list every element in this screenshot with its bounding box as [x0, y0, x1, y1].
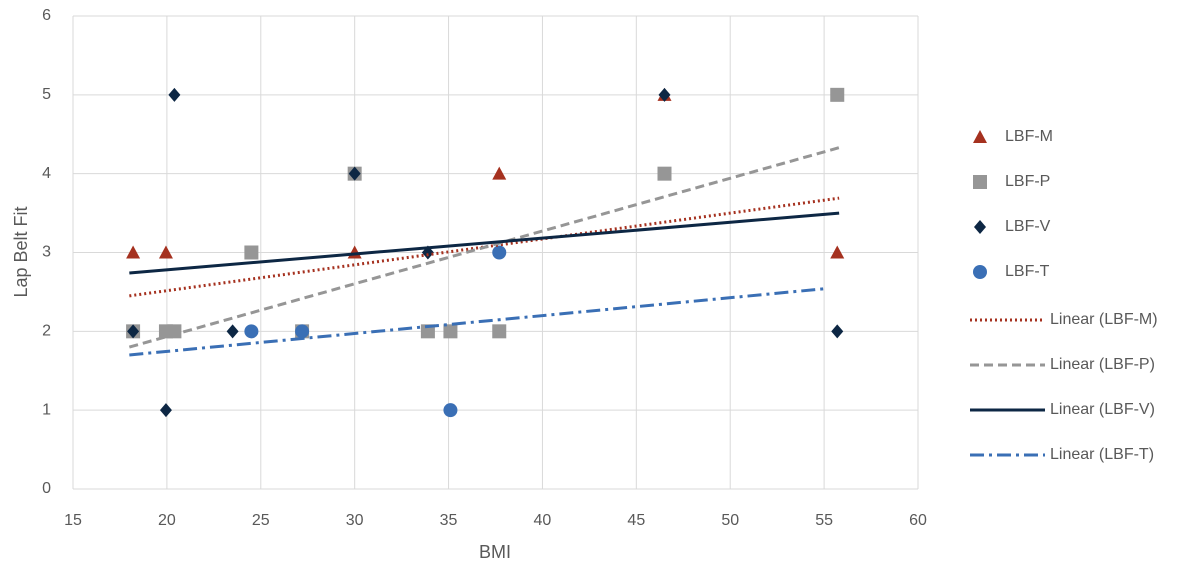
- legend-marker: [974, 220, 986, 234]
- data-point: [168, 87, 181, 102]
- data-point: [159, 403, 172, 418]
- data-point: [127, 324, 140, 339]
- data-point: [295, 324, 310, 339]
- legend-marker: [973, 175, 987, 189]
- x-tick-label: 45: [627, 512, 645, 529]
- legend-marker: [973, 130, 987, 143]
- data-point: [158, 245, 173, 259]
- trendline: [128, 146, 840, 349]
- data-point: [830, 245, 845, 259]
- data-point: [126, 245, 141, 259]
- y-tick-label: 6: [42, 7, 51, 24]
- data-point: [658, 87, 671, 102]
- data-point: [443, 403, 458, 418]
- x-tick-label: 30: [346, 512, 364, 529]
- x-tick-label: 20: [158, 512, 176, 529]
- x-tick-label: 40: [534, 512, 552, 529]
- x-tick-label: 35: [440, 512, 458, 529]
- x-tick-label: 15: [64, 512, 82, 529]
- legend-label: Linear (LBF-V): [1050, 401, 1155, 418]
- legend-marker: [973, 265, 987, 279]
- data-point: [831, 324, 844, 339]
- y-tick-label: 4: [42, 165, 51, 182]
- data-point: [492, 245, 507, 260]
- data-point: [830, 87, 845, 102]
- legend-label: LBF-T: [1005, 263, 1050, 280]
- y-tick-label: 1: [42, 401, 51, 418]
- y-tick-label: 0: [42, 480, 51, 497]
- x-tick-label: 25: [252, 512, 270, 529]
- data-point: [657, 166, 672, 181]
- data-point: [348, 166, 361, 181]
- x-tick-label: 50: [721, 512, 739, 529]
- data-point: [244, 245, 259, 260]
- y-axis-label: Lap Belt Fit: [11, 206, 31, 297]
- y-tick-label: 3: [42, 244, 51, 261]
- data-point: [443, 324, 458, 339]
- data-point: [244, 324, 259, 339]
- data-point: [420, 324, 435, 339]
- x-axis-label: BMI: [479, 542, 511, 562]
- data-point: [492, 166, 507, 180]
- data-point: [226, 324, 239, 339]
- x-tick-label: 60: [909, 512, 927, 529]
- trendline: [129, 211, 840, 275]
- data-point: [167, 324, 182, 339]
- x-tick-label: 55: [815, 512, 833, 529]
- legend-label: Linear (LBF-T): [1050, 446, 1154, 463]
- legend-label: LBF-M: [1005, 128, 1053, 145]
- legend-label: LBF-P: [1005, 173, 1050, 190]
- data-point: [492, 324, 507, 339]
- y-tick-label: 5: [42, 86, 51, 103]
- y-tick-label: 2: [42, 323, 51, 340]
- legend-label: LBF-V: [1005, 218, 1051, 235]
- legend-label: Linear (LBF-P): [1050, 356, 1155, 373]
- trendline: [129, 287, 825, 357]
- legend-label: Linear (LBF-M): [1050, 311, 1158, 328]
